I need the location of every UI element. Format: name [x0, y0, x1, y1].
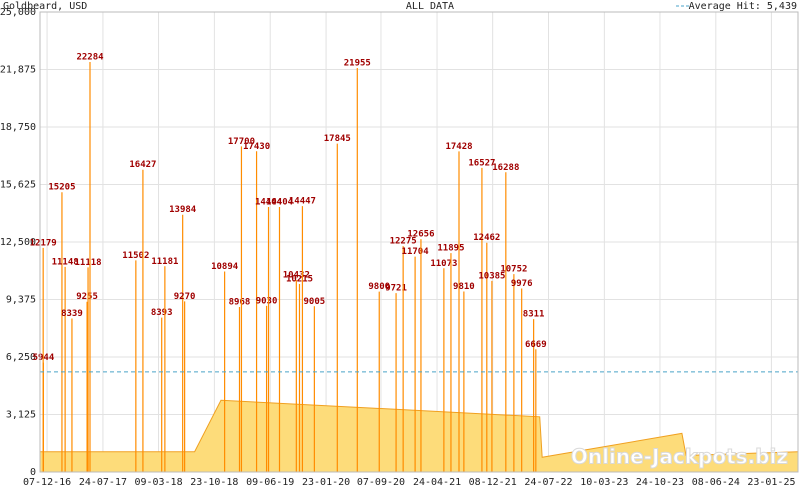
hit-label: 8311 [523, 310, 545, 320]
y-tick-label: 12,500 [0, 237, 36, 248]
y-tick-label: 9,375 [6, 295, 36, 306]
hit-label: 15205 [48, 183, 75, 193]
hit-label: 9800 [368, 282, 390, 292]
x-tick-label: 23-10-18 [190, 477, 238, 488]
plot-border [39, 11, 799, 473]
hit-label: 17845 [324, 134, 351, 144]
hit-label: 9030 [256, 296, 278, 306]
hit-label: 9005 [304, 297, 326, 307]
hit-label: 8393 [151, 308, 173, 318]
hit-label: 16527 [468, 158, 495, 168]
hit-label: 14404 [255, 197, 283, 207]
hit-label: 10432 [283, 271, 310, 281]
x-tick-label: 24-07-22 [524, 477, 572, 488]
hit-label: 9810 [453, 282, 475, 292]
x-tick-label: 10-03-23 [580, 477, 628, 488]
hit-label: 5944 [33, 353, 55, 363]
x-tick-label: 08-12-21 [469, 477, 517, 488]
watermark: Online-Jackpots.biz [571, 445, 788, 469]
y-tick-label: 0 [30, 467, 36, 478]
chart-subtitle: ALL DATA [406, 1, 454, 12]
x-tick-label: 08-06-24 [692, 477, 740, 488]
hit-label: 17700 [228, 137, 255, 147]
hit-label: 12462 [473, 233, 500, 243]
hit-label: 13984 [169, 205, 197, 215]
hit-label: 11118 [74, 258, 101, 268]
hit-label: 11148 [52, 257, 79, 267]
hit-label: 8339 [61, 309, 83, 319]
hit-label: 11073 [430, 259, 457, 269]
hit-label: 17430 [243, 142, 270, 152]
hit-label: 12275 [390, 237, 417, 247]
jackpot-line [40, 399, 799, 458]
hit-label: 6669 [525, 340, 547, 350]
x-tick-label: 24-04-21 [413, 477, 461, 488]
hit-label: 21955 [344, 59, 371, 69]
y-tick-label: 6,250 [6, 352, 36, 363]
hit-label: 11895 [437, 244, 464, 254]
hit-label: 10752 [500, 265, 527, 275]
x-tick-label: 23-01-25 [747, 477, 795, 488]
hit-label: 12656 [407, 230, 434, 240]
y-tick-label: 3,125 [6, 410, 36, 421]
hit-label: 9976 [511, 279, 533, 289]
x-tick-label: 09-06-19 [246, 477, 294, 488]
x-tick-label: 23-01-20 [302, 477, 350, 488]
average-legend: Average Hit: 5,439 [689, 1, 797, 12]
y-tick-label: 18,750 [0, 122, 36, 133]
x-tick-label: 07-12-16 [23, 477, 71, 488]
hit-label: 16288 [492, 163, 519, 173]
hit-label: 16427 [129, 160, 156, 170]
x-tick-label: 07-09-20 [357, 477, 405, 488]
hit-label: 17428 [445, 142, 472, 152]
hit-label: 11181 [151, 257, 178, 267]
x-tick-label: 24-10-23 [636, 477, 684, 488]
y-tick-label: 15,625 [0, 180, 36, 191]
y-tick-label: 21,875 [0, 65, 36, 76]
hit-label: 10215 [286, 275, 313, 285]
hit-label: 12179 [30, 238, 57, 248]
hit-label: 11704 [402, 247, 430, 257]
y-tick-label: 25,000 [0, 7, 36, 18]
hit-label: 10894 [211, 262, 239, 272]
hit-label: 22284 [76, 52, 104, 62]
hit-label: 14447 [289, 197, 316, 207]
hit-label: 11502 [122, 251, 149, 261]
hit-label: 8968 [229, 297, 251, 307]
x-tick-label: 09-03-18 [134, 477, 182, 488]
hit-label: 9721 [385, 284, 407, 294]
hit-label: 9255 [76, 292, 98, 302]
chart-title: Goldbeard, USD [3, 1, 87, 12]
hit-label: 9270 [174, 292, 196, 302]
jackpot-area [40, 400, 798, 472]
x-tick-label: 24-07-17 [79, 477, 127, 488]
hit-label: 14404 [266, 197, 294, 207]
hit-label: 10385 [478, 271, 505, 281]
